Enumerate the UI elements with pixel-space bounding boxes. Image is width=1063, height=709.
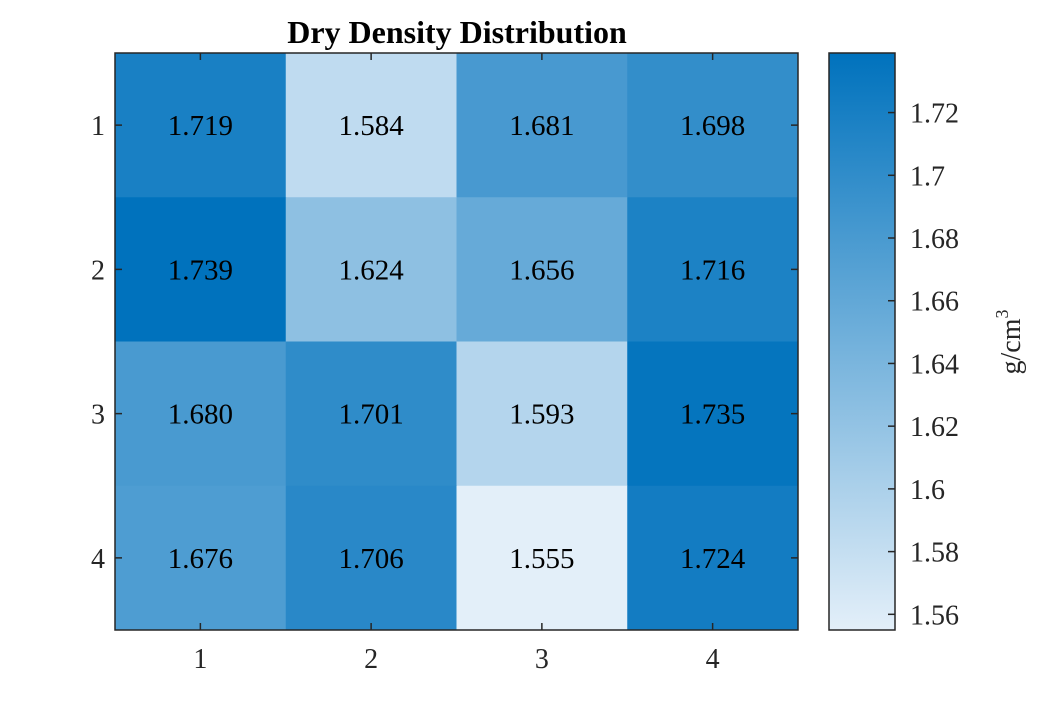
colorbar bbox=[828, 52, 896, 631]
cell-value-label: 1.681 bbox=[509, 110, 574, 142]
x-tick-label: 3 bbox=[535, 644, 549, 675]
y-tick-label: 2 bbox=[91, 255, 105, 286]
cell-value-label: 1.584 bbox=[339, 110, 405, 142]
colorbar-tick-label: 1.68 bbox=[910, 224, 959, 255]
cell-value-label: 1.724 bbox=[680, 543, 746, 575]
cell-value-label: 1.555 bbox=[509, 543, 574, 575]
y-tick-label: 3 bbox=[91, 400, 105, 431]
heatmap-value-labels: 1.719 1.584 1.681 1.698 1.739 1.624 1.656 1.716… bbox=[168, 110, 746, 575]
cell-value-label: 1.739 bbox=[168, 254, 233, 286]
y-axis: 1 2 3 4 bbox=[91, 111, 798, 575]
cell-value-label: 1.680 bbox=[168, 399, 233, 431]
heatmap-cell-r1-c1 bbox=[115, 53, 287, 198]
colorbar-tick-label: 1.62 bbox=[910, 412, 959, 443]
cell-value-label: 1.719 bbox=[168, 110, 233, 142]
heatmap-cell-r3-c4 bbox=[627, 341, 799, 487]
colorbar-label-unit: g/cm bbox=[996, 318, 1027, 374]
heatmap-cell-r2-c4 bbox=[627, 197, 799, 342]
colorbar-tick-label: 1.66 bbox=[910, 287, 959, 318]
chart-title: Dry Density Distribution bbox=[287, 14, 627, 50]
heatmap-cell-r3-c2 bbox=[285, 341, 457, 487]
heatmap-cell-r2-c3 bbox=[456, 197, 628, 342]
x-axis: 1 2 3 4 bbox=[193, 53, 720, 675]
heatmap-cells bbox=[115, 53, 799, 631]
colorbar-label-superscript: 3 bbox=[992, 310, 1012, 319]
heatmap-cell-r2-c2 bbox=[285, 197, 457, 342]
cell-value-label: 1.701 bbox=[339, 399, 404, 431]
colorbar-tick-label: 1.6 bbox=[910, 475, 945, 506]
heatmap-cell-r1-c4 bbox=[627, 53, 799, 198]
heatmap-cell-r1-c3 bbox=[456, 53, 628, 198]
heatmap-cell-r4-c1 bbox=[115, 485, 287, 631]
cell-value-label: 1.716 bbox=[680, 254, 745, 286]
colorbar-tick-label: 1.56 bbox=[910, 600, 959, 631]
colorbar-tick-label: 1.58 bbox=[910, 538, 959, 569]
heatmap-cell-r2-c1 bbox=[115, 197, 287, 342]
cell-value-label: 1.735 bbox=[680, 399, 745, 431]
colorbar-tick-label: 1.7 bbox=[910, 161, 945, 192]
heatmap-cell-r3-c3 bbox=[456, 341, 628, 487]
y-tick-label: 4 bbox=[91, 544, 105, 575]
cell-value-label: 1.624 bbox=[339, 254, 405, 286]
x-tick-label: 4 bbox=[706, 644, 720, 675]
colorbar-ticks: 1.56 1.58 1.6 1.62 1.64 1.66 1.68 1.7 1.72 bbox=[888, 99, 959, 631]
y-tick-label: 1 bbox=[91, 111, 105, 142]
heatmap-cell-r3-c1 bbox=[115, 341, 287, 487]
colorbar-tick-label: 1.72 bbox=[910, 99, 959, 130]
heatmap-cell-r1-c2 bbox=[285, 53, 457, 198]
colorbar-tick-label: 1.64 bbox=[910, 349, 959, 380]
heatmap-cell-r4-c3 bbox=[456, 485, 628, 631]
cell-value-label: 1.706 bbox=[339, 543, 404, 575]
heatmap-cell-r4-c4 bbox=[627, 485, 799, 631]
cell-value-label: 1.656 bbox=[509, 254, 574, 286]
colorbar-label: g/cm3 bbox=[992, 310, 1027, 375]
cell-value-label: 1.698 bbox=[680, 110, 745, 142]
heatmap-cell-r4-c2 bbox=[285, 485, 457, 631]
x-tick-label: 1 bbox=[193, 644, 207, 675]
plot-frame bbox=[114, 52, 799, 631]
cell-value-label: 1.676 bbox=[168, 543, 233, 575]
x-tick-label: 2 bbox=[364, 644, 378, 675]
cell-value-label: 1.593 bbox=[509, 399, 574, 431]
